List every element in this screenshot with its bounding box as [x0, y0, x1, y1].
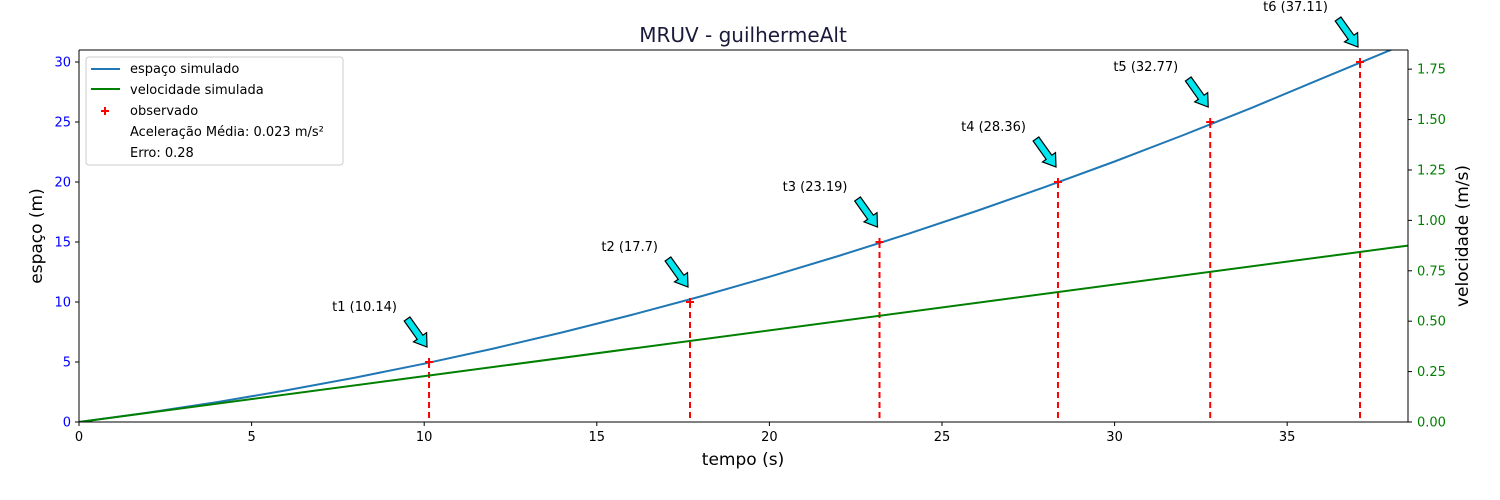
annotation-arrow-3	[853, 196, 879, 228]
x-tick-label: 25	[934, 430, 951, 445]
annotation-arrow-5	[1184, 76, 1209, 108]
legend-label-espaco: espaço simulado	[130, 62, 239, 77]
y-left-tick-label: 0	[63, 416, 71, 431]
x-tick-label: 30	[1106, 430, 1123, 445]
y-right-tick-label: 0.75	[1417, 264, 1446, 279]
y-right-tick-label: 0.00	[1417, 416, 1446, 431]
annotation-arrow-2	[664, 256, 689, 288]
series-line-espaco	[79, 50, 1394, 422]
y-right-axis-label: velocidade (m/s)	[1453, 165, 1473, 307]
legend-error: Erro: 0.28	[130, 146, 194, 161]
y-left-tick-label: 5	[63, 356, 71, 371]
legend-acceleration: Aceleração Média: 0.023 m/s²	[130, 125, 324, 140]
x-tick-label: 5	[247, 430, 255, 445]
y-left-tick-label: 20	[54, 176, 71, 191]
legend-swatch-observado	[101, 107, 109, 115]
y-right-tick-label: 1.75	[1417, 63, 1446, 78]
annotation-label-4: t4 (28.36)	[961, 120, 1026, 135]
observed-point-5	[1206, 118, 1215, 126]
annotation-arrow-6	[1334, 16, 1359, 48]
axes: 0 5 10 15 20 25 30 35 0 5 10 15 20 25 30 0.00 0.25 0.50 0.…	[54, 49, 1446, 445]
y-left-axis-label: espaço (m)	[27, 188, 47, 284]
y-left-tick-label: 25	[54, 116, 71, 131]
x-axis-label: tempo (s)	[702, 450, 784, 470]
y-right-tick-label: 1.25	[1417, 163, 1446, 178]
x-tick-label: 0	[75, 430, 83, 445]
annotation-label-3: t3 (23.19)	[783, 180, 848, 195]
legend-label-observado: observado	[130, 104, 198, 119]
observed-point-1	[425, 358, 434, 366]
legend: espaço simulado velocidade simulada obse…	[85, 56, 344, 166]
annotation-arrow-4	[1032, 136, 1057, 168]
y-right-tick-label: 1.00	[1417, 214, 1446, 229]
annotation-arrow-1	[403, 316, 428, 348]
plot-area: t1 (10.14) t2 (17.7) t3 (23.19) t4 (28.36) t…	[79, 0, 1408, 422]
y-right-tick-label: 1.50	[1417, 113, 1446, 128]
annotation-label-1: t1 (10.14)	[332, 300, 397, 315]
legend-label-velocidade: velocidade simulada	[130, 83, 264, 98]
plot-inner	[79, 50, 1408, 422]
series-line-velocidade	[79, 244, 1408, 422]
x-tick-label: 35	[1279, 430, 1296, 445]
y-right-tick-label: 0.50	[1417, 315, 1446, 330]
observed-point-4	[1053, 178, 1062, 186]
y-right-tick-label: 0.25	[1417, 365, 1446, 380]
x-tick-label: 20	[761, 430, 778, 445]
x-tick-label: 15	[589, 430, 606, 445]
observed-point-6	[1356, 58, 1365, 66]
observed-point-3	[875, 238, 884, 246]
annotation-label-2: t2 (17.7)	[601, 240, 658, 255]
annotation-label-6: t6 (37.11)	[1263, 0, 1328, 15]
observed-point-2	[685, 298, 694, 306]
annotation-label-5: t5 (32.77)	[1113, 60, 1178, 75]
legend-box	[85, 56, 344, 166]
y-left-tick-label: 15	[54, 236, 71, 251]
chart-title: MRUV - guilhermeAlt	[639, 23, 847, 47]
x-tick-label: 10	[416, 430, 433, 445]
y-left-tick-label: 30	[54, 56, 71, 71]
y-left-tick-label: 10	[54, 296, 71, 311]
